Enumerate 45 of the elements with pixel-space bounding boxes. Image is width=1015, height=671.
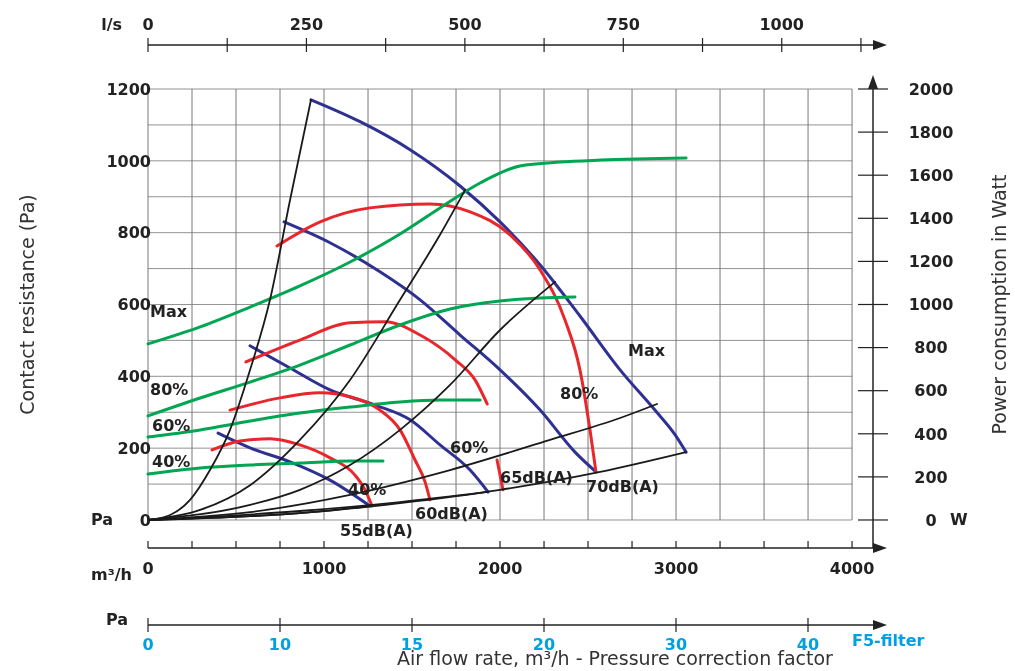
annotation: Max xyxy=(150,301,188,321)
x-tick-label: 2000 xyxy=(477,559,523,578)
x-tick-label: 1000 xyxy=(301,559,347,578)
x2-tick-label: 1000 xyxy=(759,15,805,34)
annotation: 60% xyxy=(450,437,489,457)
y-tick-label: 0 xyxy=(139,510,151,530)
x-tick-label: 3000 xyxy=(653,559,699,578)
text: Pa xyxy=(90,509,113,529)
y-tick-label: 600 xyxy=(117,295,151,315)
y-tick-label: 200 xyxy=(117,438,151,458)
x2-tick-label: 500 xyxy=(448,15,482,34)
x-tick-label: 4000 xyxy=(829,559,875,578)
y-tick-label: 1200 xyxy=(106,79,151,99)
y2-tick-label: 1400 xyxy=(908,209,954,229)
y2-axis-title: Power consumption in Watt xyxy=(987,174,1010,435)
y2-tick-label: 1800 xyxy=(908,122,954,142)
annotation: 60% xyxy=(152,415,191,435)
y-tick-label: 1000 xyxy=(106,151,151,171)
y2-tick-label: 800 xyxy=(914,338,948,358)
annotation: 60dB(A) xyxy=(415,503,488,523)
y2-tick-label: 0 xyxy=(925,510,937,530)
y2-tick-label: 1200 xyxy=(908,252,954,272)
annotation: Max xyxy=(628,340,666,360)
y2-tick-label: 1600 xyxy=(908,165,954,185)
y-tick-label: 800 xyxy=(117,223,151,243)
y2-tick-label: 1000 xyxy=(908,295,954,315)
text: m³/h xyxy=(91,564,132,584)
text: Pa xyxy=(105,609,128,629)
y-tick-label: 400 xyxy=(117,367,151,387)
text: 10 xyxy=(268,634,292,654)
text: F5-filter xyxy=(852,630,925,650)
y2-tick-label: 2000 xyxy=(908,79,954,99)
y-axis-title: Contact resistance (Pa) xyxy=(15,194,38,415)
annotation: 55dB(A) xyxy=(340,520,413,540)
x2-axis-title: l/s xyxy=(101,15,122,34)
y2-tick-label: 600 xyxy=(914,381,948,401)
annotation: 80% xyxy=(150,379,189,399)
y2-tick-label: 400 xyxy=(914,424,948,444)
x2-tick-label: 750 xyxy=(606,15,641,34)
x2-tick-label: 250 xyxy=(289,15,324,34)
text: W xyxy=(950,509,968,529)
y2-tick-label: 200 xyxy=(914,467,948,487)
annotation: 65dB(A) xyxy=(500,467,573,487)
annotation: 70dB(A) xyxy=(586,476,659,496)
annotation: 40% xyxy=(152,451,191,471)
